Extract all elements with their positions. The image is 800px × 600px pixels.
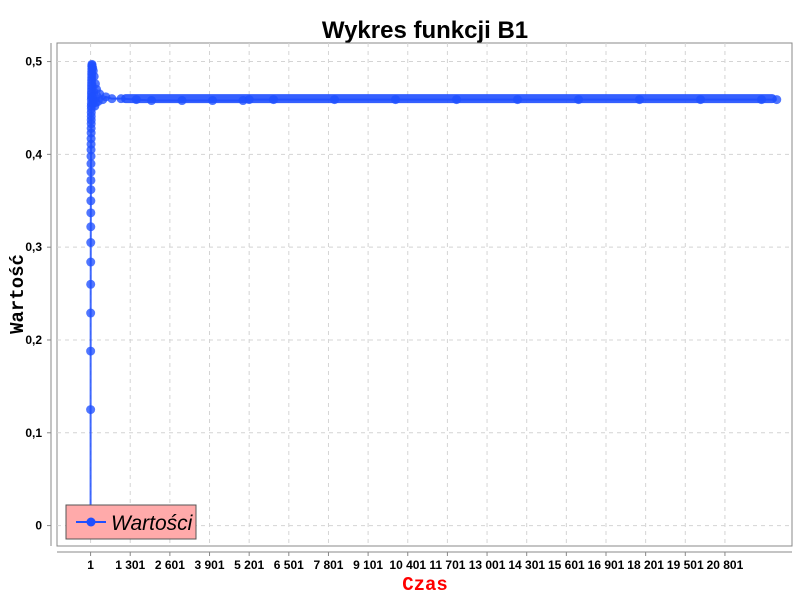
- data-point-6: [86, 238, 96, 248]
- data-point-56: [107, 94, 117, 104]
- data-point-14: [86, 151, 96, 161]
- data-point-69: [574, 95, 584, 105]
- x-tick-label-0: 1: [87, 558, 94, 572]
- x-tick-label-4: 5 201: [234, 558, 264, 572]
- series-marker-band-0: [121, 94, 777, 104]
- data-point-70: [635, 95, 645, 105]
- x-tick-label-1: 1 301: [115, 558, 145, 572]
- data-point-1: [86, 405, 96, 415]
- data-point-5: [86, 257, 96, 267]
- data-point-72: [757, 95, 766, 105]
- y-tick-label-2: 0,2: [25, 333, 42, 347]
- x-tick-label-11: 14 301: [508, 558, 545, 572]
- data-point-63: [244, 95, 254, 105]
- x-tick-label-7: 9 101: [353, 558, 383, 572]
- x-axis-label: Czas: [402, 574, 448, 596]
- data-point-61: [208, 96, 218, 106]
- data-point-11: [86, 175, 96, 185]
- data-point-8: [86, 208, 96, 218]
- data-point-64: [269, 95, 279, 105]
- axes: [47, 43, 792, 556]
- data-point-57: [116, 94, 126, 104]
- legend: Wartości: [65, 504, 197, 540]
- chart-title: Wykres funkcji B1: [322, 17, 528, 44]
- data-point-12: [86, 167, 96, 177]
- data-point-2: [86, 346, 96, 356]
- x-tick-label-5: 6 501: [274, 558, 304, 572]
- data-point-47: [89, 71, 99, 81]
- x-tick-label-13: 16 901: [588, 558, 625, 572]
- data-point-73: [772, 95, 782, 105]
- y-tick-label-5: 0,5: [25, 55, 42, 69]
- data-point-66: [391, 95, 401, 105]
- plot-area: [56, 42, 793, 547]
- legend-label: Wartości: [111, 512, 194, 535]
- data-point-71: [696, 95, 706, 105]
- data-point-10: [86, 185, 96, 195]
- data-point-3: [86, 308, 96, 318]
- data-point-68: [513, 95, 523, 105]
- y-tick-label-1: 0,1: [25, 426, 42, 440]
- x-tick-label-2: 2 601: [155, 558, 185, 572]
- data-point-58: [131, 95, 141, 105]
- y-axis-label: Wartość: [7, 254, 29, 334]
- data-point-7: [86, 222, 96, 232]
- x-tick-label-16: 20 801: [707, 558, 744, 572]
- legend-marker-swatch: [86, 517, 96, 527]
- x-tick-label-9: 11 701: [429, 558, 465, 572]
- data-point-13: [86, 159, 96, 169]
- x-tick-label-10: 13 001: [469, 558, 506, 572]
- y-tick-label-0: 0: [35, 519, 42, 533]
- data-point-67: [452, 95, 462, 105]
- data-point-59: [147, 96, 157, 106]
- series-wartosci: [86, 59, 782, 531]
- x-tick-label-3: 3 901: [195, 558, 225, 572]
- x-tick-label-6: 7 801: [313, 558, 343, 572]
- y-tick-label-3: 0,3: [25, 240, 42, 254]
- x-tick-label-15: 19 501: [667, 558, 704, 572]
- data-point-65: [330, 95, 340, 105]
- x-tick-label-12: 15 601: [548, 558, 585, 572]
- data-point-9: [86, 196, 96, 206]
- y-tick-label-4: 0,4: [25, 147, 42, 161]
- tick-labels: 1 1 301 2 601 3 901 5 201 6 501 7 801 9 101 10 4…: [25, 55, 743, 572]
- grid: [57, 43, 792, 546]
- x-tick-label-8: 10 401: [389, 558, 426, 572]
- data-point-60: [177, 96, 187, 106]
- x-tick-label-14: 18 201: [627, 558, 664, 572]
- data-point-4: [86, 279, 96, 289]
